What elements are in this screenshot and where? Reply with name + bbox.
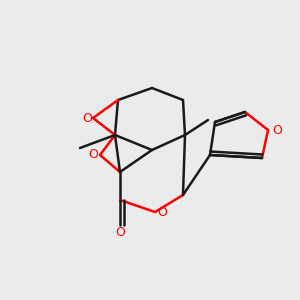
Text: O: O [115,226,125,239]
Text: O: O [272,124,282,136]
Text: O: O [157,206,167,218]
Text: O: O [88,148,98,161]
Text: O: O [82,112,92,124]
